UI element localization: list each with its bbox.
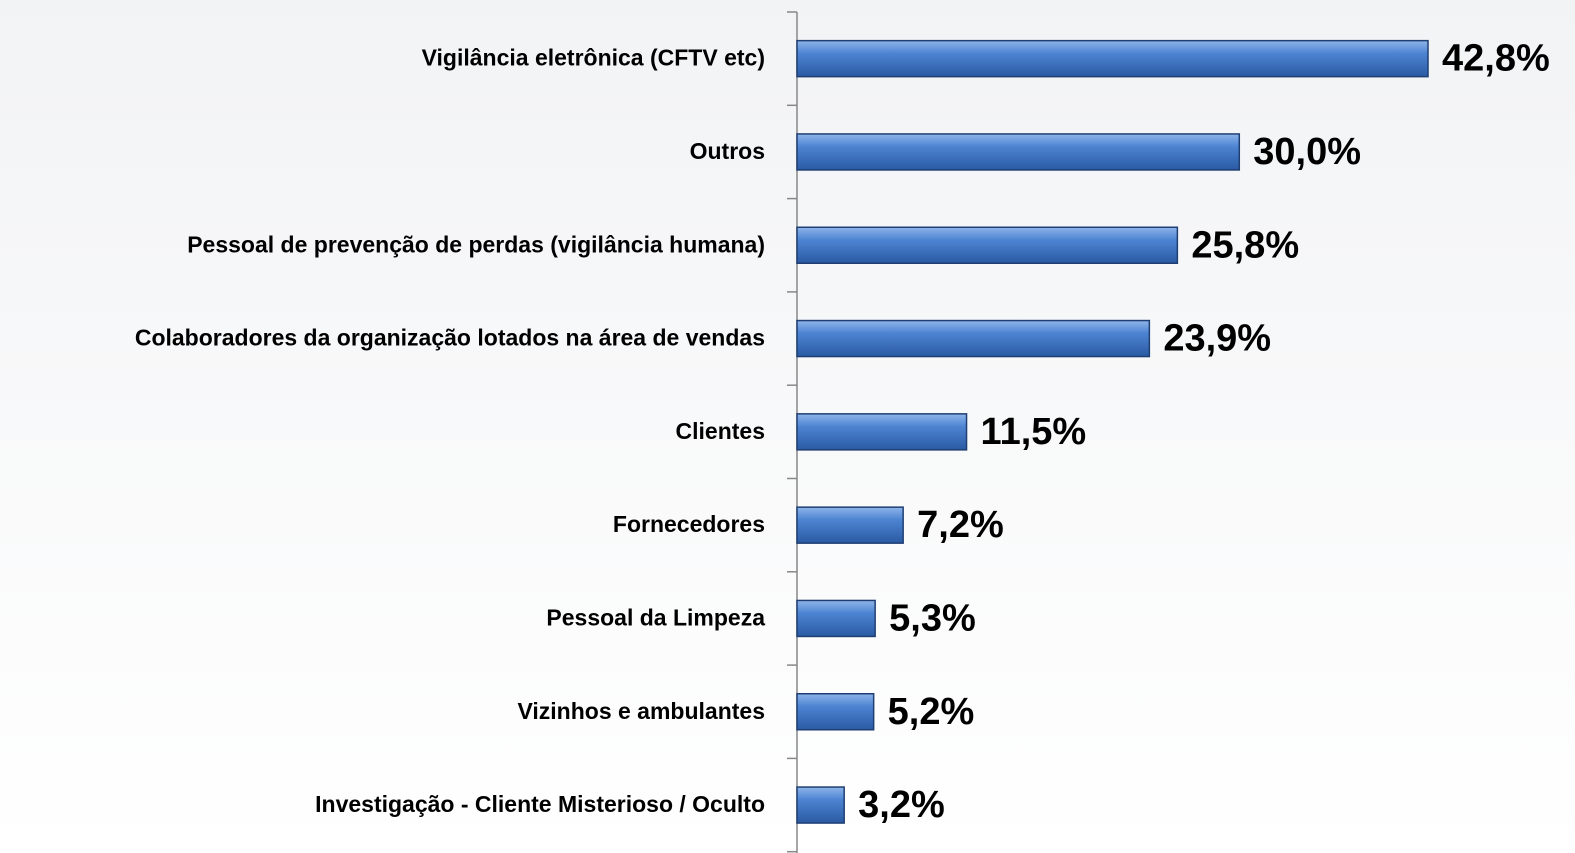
bar bbox=[796, 133, 1241, 171]
value-label: 5,2% bbox=[888, 691, 975, 733]
category-label: Investigação - Cliente Misterioso / Ocul… bbox=[315, 791, 765, 817]
bar bbox=[796, 39, 1429, 78]
category-label: Pessoal de prevenção de perdas (vigilânc… bbox=[187, 231, 765, 257]
bar bbox=[796, 599, 876, 638]
category-label: Pessoal da Limpeza bbox=[546, 605, 765, 631]
bar bbox=[796, 506, 904, 544]
bar bbox=[796, 413, 968, 451]
bar bbox=[796, 226, 1179, 264]
bar bbox=[796, 319, 1151, 358]
category-label: Clientes bbox=[676, 418, 765, 444]
value-label: 23,9% bbox=[1163, 318, 1271, 360]
category-label: Colaboradores da organização lotados na … bbox=[135, 325, 765, 351]
value-label: 42,8% bbox=[1442, 38, 1550, 80]
value-label: 5,3% bbox=[889, 597, 976, 639]
category-label: Vigilância eletrônica (CFTV etc) bbox=[422, 45, 765, 71]
bar bbox=[796, 693, 875, 731]
category-label: Vizinhos e ambulantes bbox=[517, 698, 765, 724]
category-label: Fornecedores bbox=[613, 511, 765, 537]
value-label: 30,0% bbox=[1253, 131, 1361, 173]
value-label: 25,8% bbox=[1191, 224, 1299, 266]
value-label: 3,2% bbox=[858, 784, 945, 826]
category-label: Outros bbox=[690, 138, 765, 164]
bar bbox=[796, 786, 845, 824]
value-label: 7,2% bbox=[917, 504, 1004, 546]
value-label: 11,5% bbox=[981, 411, 1087, 453]
